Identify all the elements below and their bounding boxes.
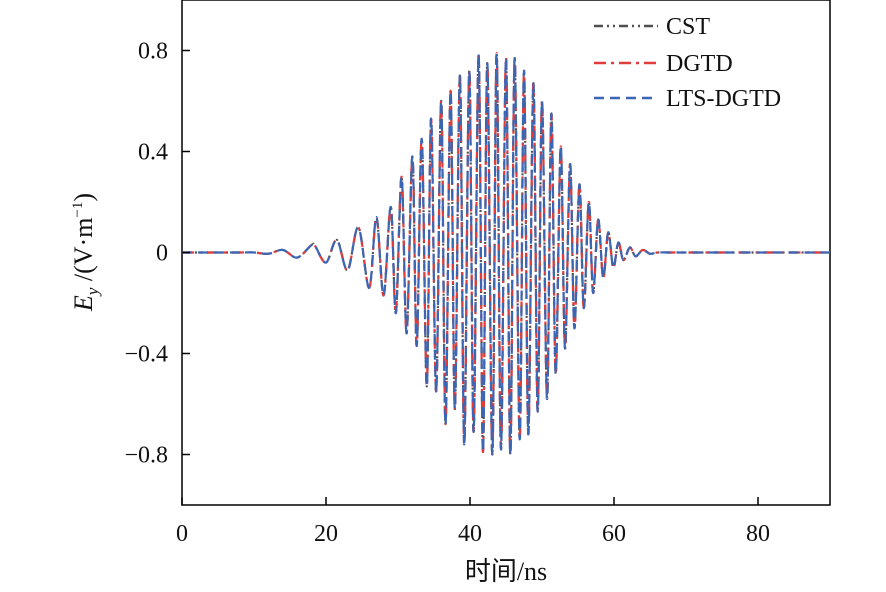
series-line-lts-dgtd xyxy=(182,51,830,456)
y-tick-label: −0.4 xyxy=(124,342,168,368)
y-tick-label: −0.8 xyxy=(124,443,168,469)
y-axis-label-main: E xyxy=(69,295,98,312)
y-tick-label: 0.4 xyxy=(138,140,168,166)
x-tick-label: 80 xyxy=(746,521,770,547)
legend-item-cst: CST xyxy=(594,14,710,40)
x-tick-label: 0 xyxy=(176,521,188,547)
x-tick-label: 40 xyxy=(458,521,482,547)
y-axis-label-close: ) xyxy=(69,193,98,202)
x-axis-ticks: 0 20 40 60 80 xyxy=(176,497,770,547)
x-tick-label: 60 xyxy=(602,521,626,547)
y-axis-ticks: 0.8 0.4 0 −0.4 −0.8 xyxy=(124,39,190,469)
y-axis-label: Ey /(V·m−1) xyxy=(69,193,102,312)
legend-item-dgtd: DGTD xyxy=(594,51,733,77)
y-axis-label-sup: −1 xyxy=(70,202,86,218)
x-tick-label: 20 xyxy=(314,521,338,547)
y-axis-label-sub: y xyxy=(83,287,102,297)
legend-label-cst: CST xyxy=(666,14,710,40)
legend-label-dgtd: DGTD xyxy=(666,51,733,77)
y-tick-label: 0.8 xyxy=(138,39,168,65)
legend: CST DGTD LTS-DGTD xyxy=(594,14,781,112)
legend-label-lts-dgtd: LTS-DGTD xyxy=(666,86,781,112)
series-layer xyxy=(182,51,830,456)
y-axis-label-rest: /(V·m xyxy=(69,218,98,288)
legend-item-lts-dgtd: LTS-DGTD xyxy=(594,86,781,112)
y-tick-label: 0 xyxy=(156,241,168,267)
x-axis-label: 时间/ns xyxy=(465,557,547,586)
